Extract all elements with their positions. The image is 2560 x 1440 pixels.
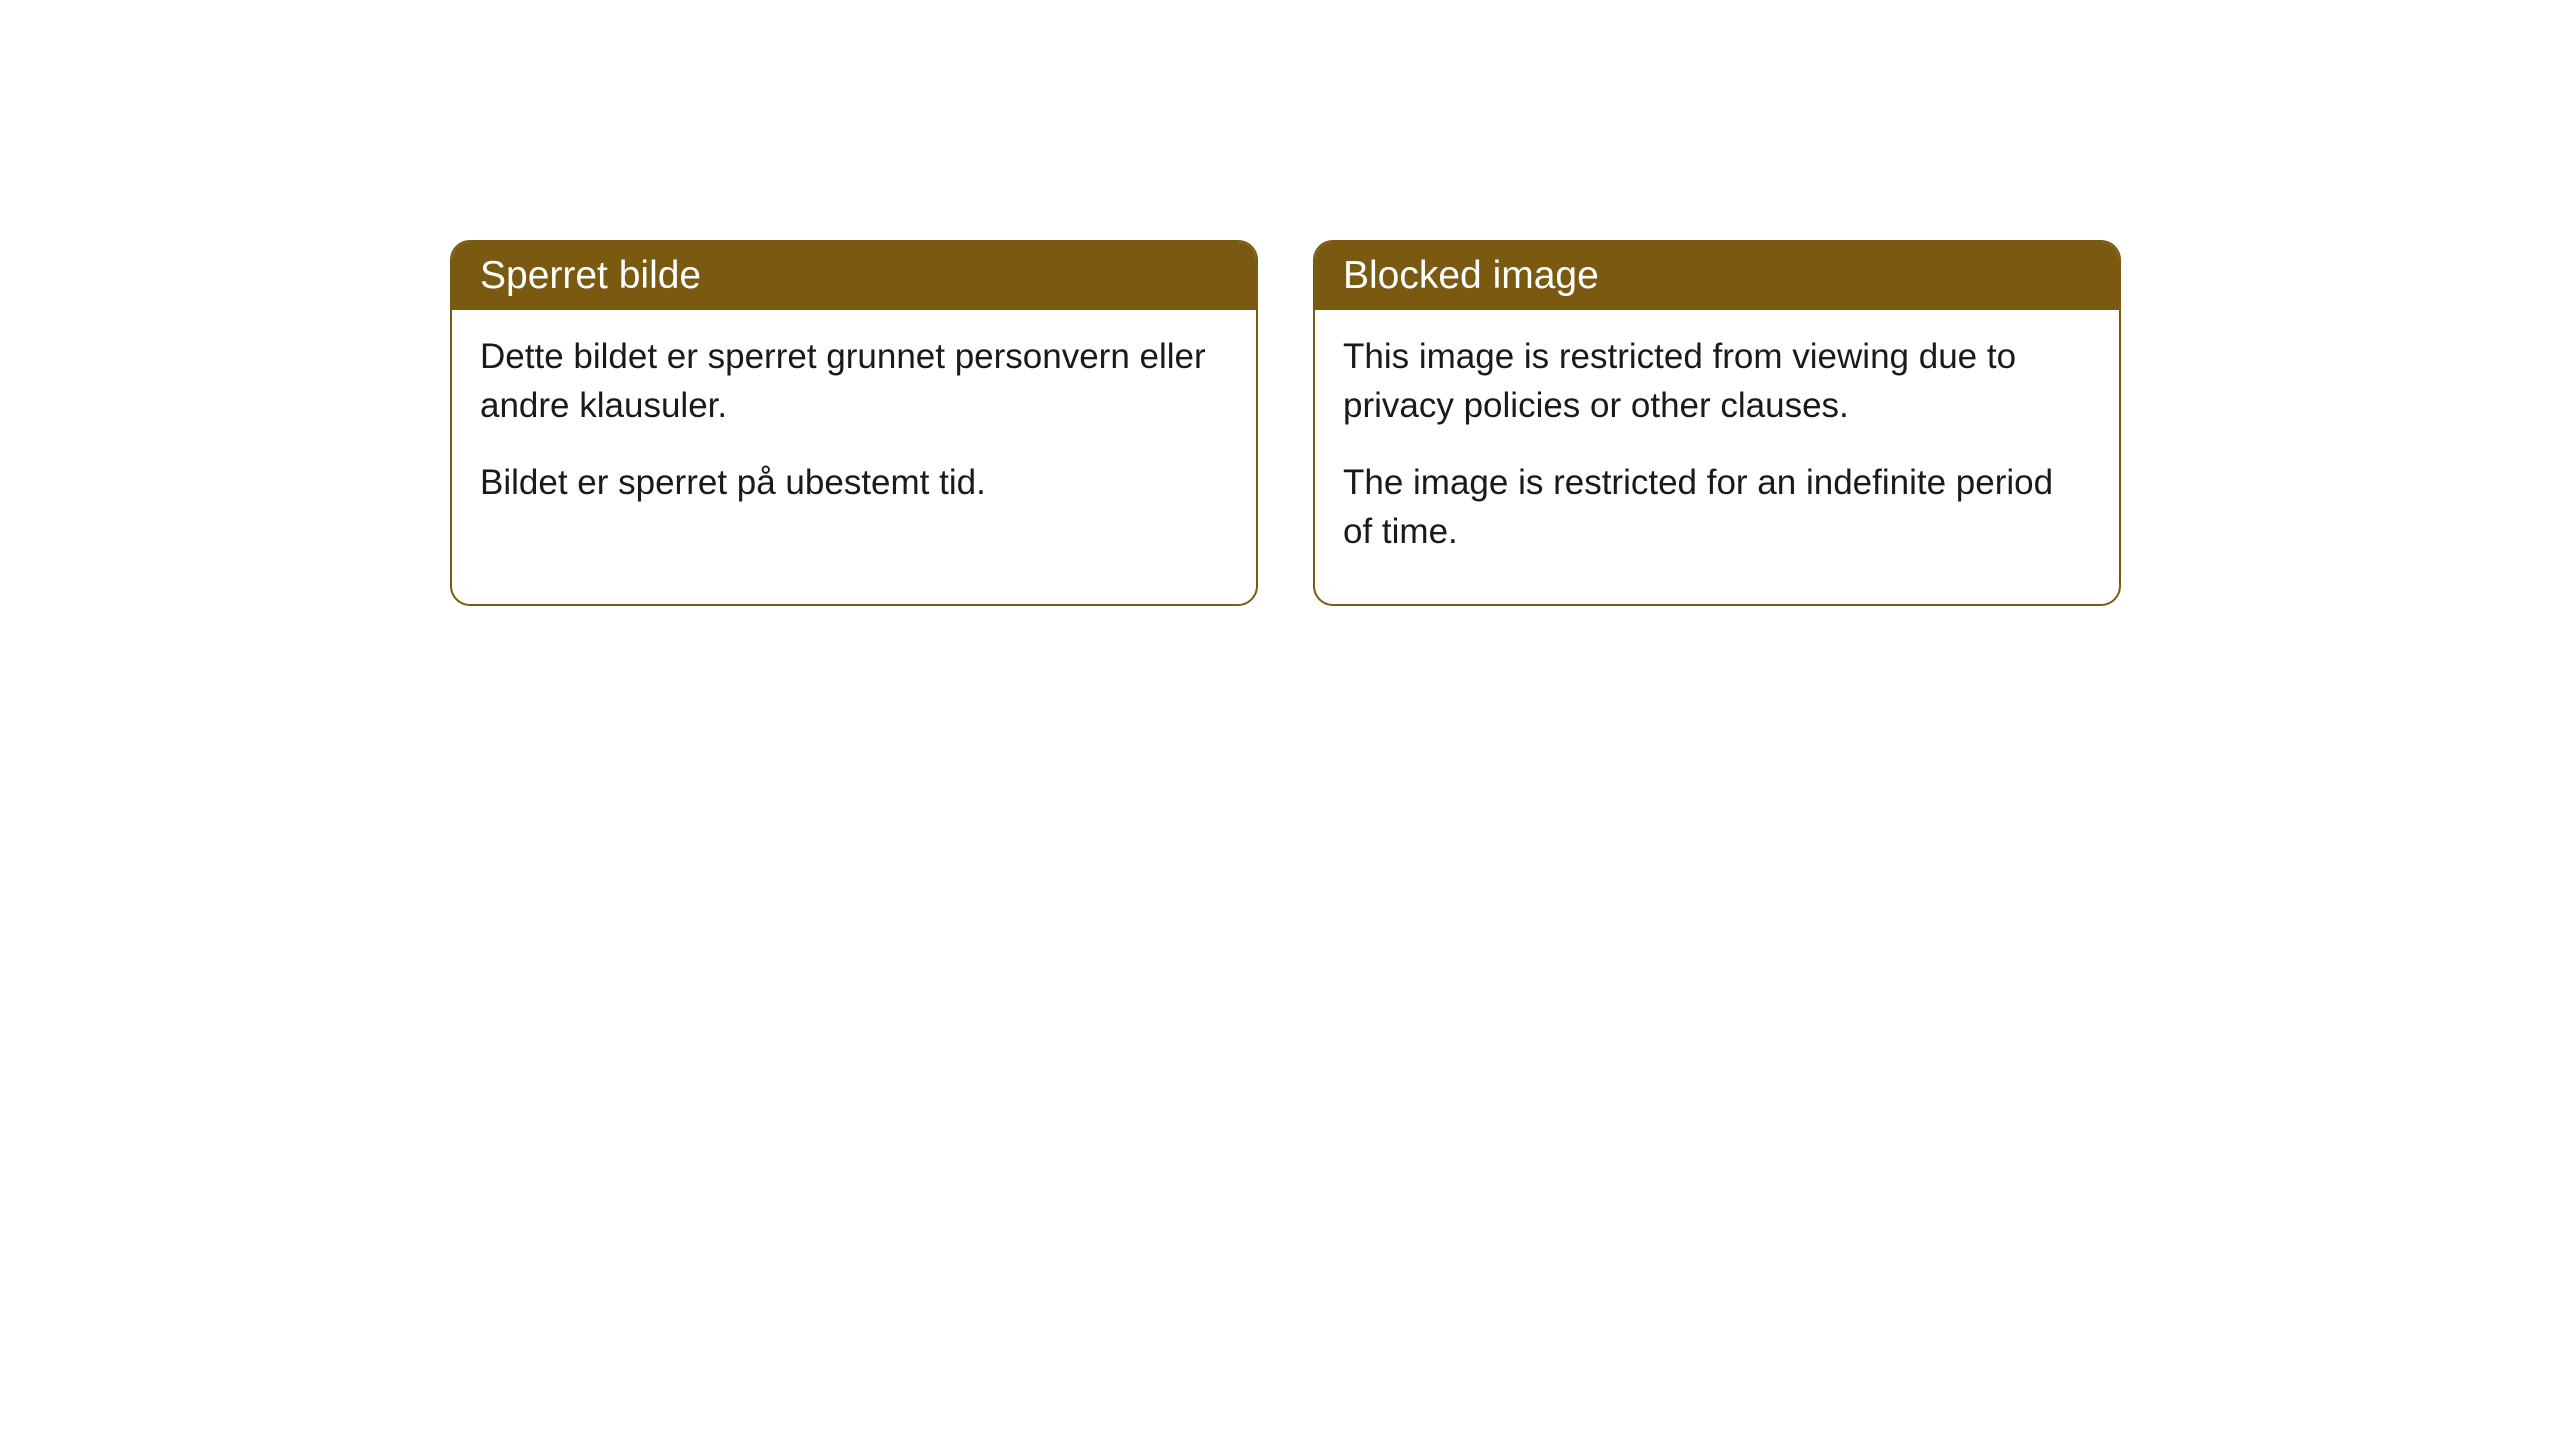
notice-cards-container: Sperret bilde Dette bildet er sperret gr… <box>450 240 2560 606</box>
notice-card-english: Blocked image This image is restricted f… <box>1313 240 2121 606</box>
card-title: Blocked image <box>1343 254 1599 297</box>
card-paragraph: Dette bildet er sperret grunnet personve… <box>480 332 1228 430</box>
card-body-norwegian: Dette bildet er sperret grunnet personve… <box>452 310 1256 555</box>
card-header-norwegian: Sperret bilde <box>452 242 1256 310</box>
card-paragraph: Bildet er sperret på ubestemt tid. <box>480 458 1228 507</box>
card-body-english: This image is restricted from viewing du… <box>1315 310 2119 604</box>
card-header-english: Blocked image <box>1315 242 2119 310</box>
notice-card-norwegian: Sperret bilde Dette bildet er sperret gr… <box>450 240 1258 606</box>
card-title: Sperret bilde <box>480 254 701 297</box>
card-paragraph: The image is restricted for an indefinit… <box>1343 458 2091 556</box>
card-paragraph: This image is restricted from viewing du… <box>1343 332 2091 430</box>
